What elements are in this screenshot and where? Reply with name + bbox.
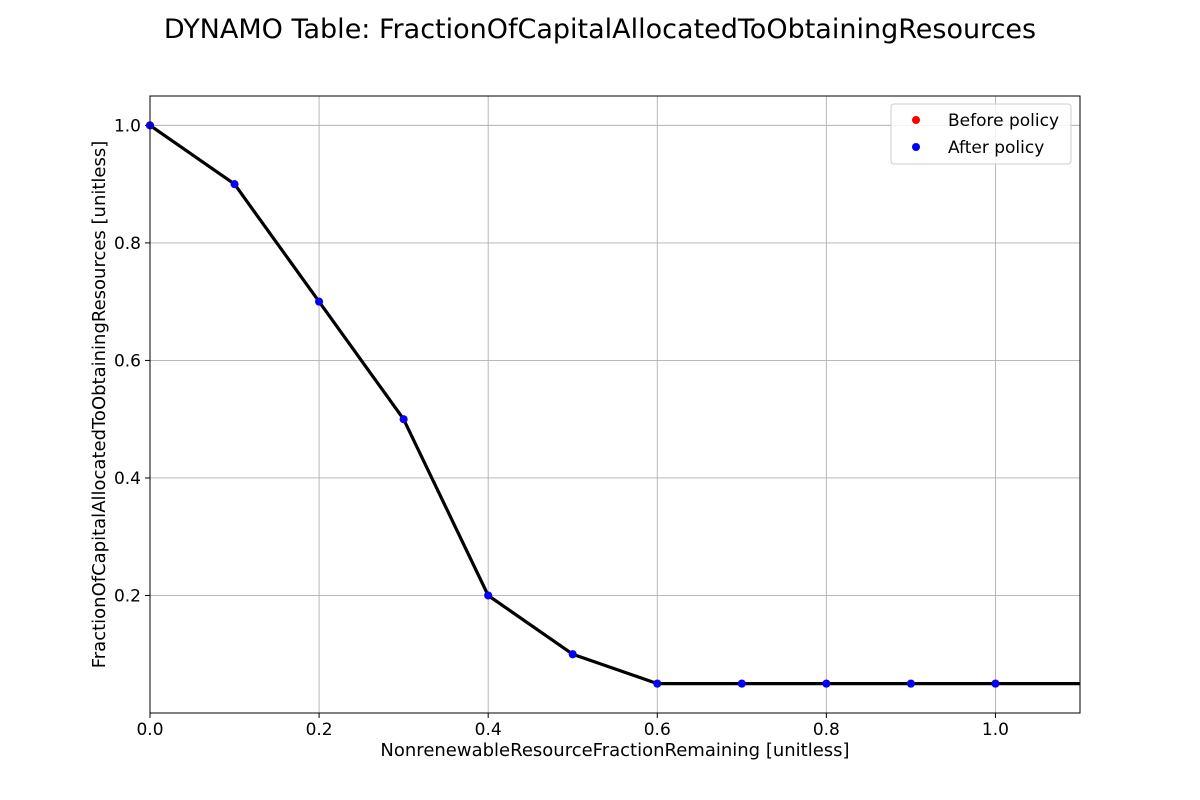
x-tick-label: 0.2: [306, 720, 333, 740]
axis-ticks: 0.0 0.2 0.4 0.6 0.8 1.0 0.2 0.4 0.6 0.8 1.0: [114, 116, 1009, 740]
y-tick-label: 0.8: [114, 234, 141, 254]
x-tick-label: 1.0: [982, 720, 1009, 740]
table-curve: [149, 124, 1080, 686]
x-tick-label: 0.6: [644, 720, 671, 740]
legend-marker-before-policy: [912, 116, 920, 124]
x-tick-label: 0.4: [475, 720, 502, 740]
grid: [149, 96, 1080, 713]
y-tick-label: 0.6: [114, 351, 141, 371]
chart-title: DYNAMO Table: FractionOfCapitalAllocated…: [164, 14, 1036, 45]
y-tick-label: 0.2: [114, 586, 141, 606]
legend-box: [890, 103, 1072, 165]
point-after-policy: [568, 650, 577, 659]
point-after-policy: [822, 679, 831, 688]
legend-label-after-policy: After policy: [948, 138, 1044, 158]
point-after-policy: [399, 415, 408, 424]
plot-frame: [149, 95, 1081, 714]
legend: Before policy After policy: [890, 103, 1072, 165]
point-after-policy: [991, 679, 1000, 688]
plot-data: [146, 121, 1080, 688]
y-tick-label: 0.4: [114, 469, 141, 489]
point-after-policy: [230, 180, 239, 189]
x-axis-label: NonrenewableResourceFractionRemaining [u…: [380, 740, 849, 761]
point-after-policy: [484, 591, 493, 600]
point-after-policy: [906, 679, 915, 688]
x-tick-label: 0.8: [813, 720, 840, 740]
y-axis-label: FractionOfCapitalAllocatedToObtainingRes…: [89, 141, 110, 669]
point-after-policy: [737, 679, 746, 688]
point-after-policy: [653, 679, 662, 688]
y-tick-label: 1.0: [114, 116, 141, 136]
legend-label-before-policy: Before policy: [948, 111, 1059, 131]
legend-marker-after-policy: [912, 143, 920, 151]
point-after-policy: [315, 297, 324, 306]
x-tick-label: 0.0: [136, 720, 163, 740]
